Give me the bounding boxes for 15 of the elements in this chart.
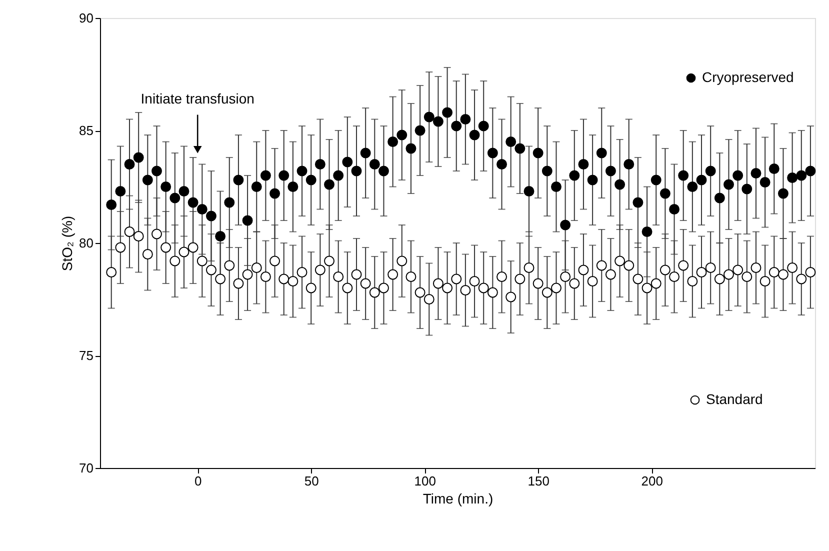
y-axis-title: StO₂ (%): [59, 216, 76, 272]
legend-label: Cryopreserved: [702, 69, 794, 85]
y-tick-label: 80: [79, 236, 94, 250]
legend-label: Standard: [706, 391, 763, 407]
y-tick-label: 70: [79, 460, 94, 476]
x-tick-label: 50: [304, 474, 319, 488]
x-tick-label: 150: [528, 474, 550, 488]
y-tick-label: 75: [79, 348, 94, 363]
y-tick-label: 85: [79, 123, 94, 138]
x-tick-label: 200: [641, 474, 663, 488]
x-tick-label: 100: [414, 474, 436, 488]
y-tick-label: 90: [79, 10, 94, 26]
x-tick-label: 0: [194, 474, 202, 488]
annotation: Initiate transfusion: [140, 90, 254, 106]
x-axis-title: Time (min.): [422, 490, 494, 506]
